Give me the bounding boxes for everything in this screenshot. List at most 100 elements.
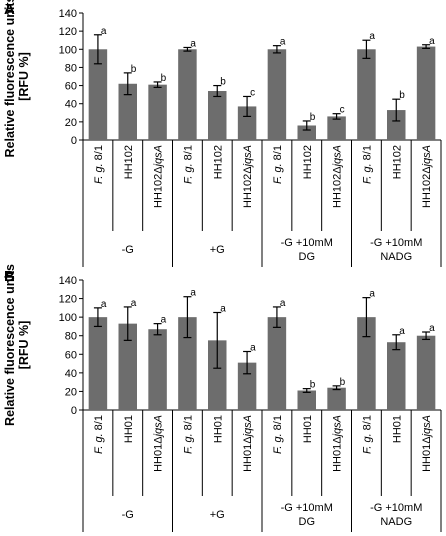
bar	[327, 387, 346, 410]
x-tick-label: HH01	[391, 415, 403, 443]
group-label: -G	[122, 244, 134, 256]
significance-letter: a	[220, 304, 226, 315]
x-tick-label: HH102ΔjqsA	[242, 145, 254, 208]
group-label: NADG	[380, 516, 412, 528]
x-tick-label: HH102	[302, 145, 314, 179]
bar	[208, 340, 227, 410]
x-tick-label: F. g. 8/1	[182, 145, 194, 184]
y-tick-label: 0	[71, 135, 77, 147]
bar	[416, 46, 436, 140]
group-label: +G	[210, 244, 225, 256]
bar	[208, 91, 227, 140]
significance-letter: a	[429, 36, 435, 47]
group-label: -G +10mM	[370, 237, 422, 249]
bar	[357, 49, 376, 140]
y-tick-label: 100	[59, 44, 77, 56]
significance-letter: a	[190, 38, 196, 49]
group-label: +G	[210, 509, 225, 521]
y-axis-title: Relative fluorescence units	[3, 0, 17, 157]
x-tick-label: HH102ΔjqsA	[153, 145, 165, 208]
bar	[416, 335, 436, 410]
significance-letter: a	[369, 31, 375, 42]
y-tick-label: 120	[59, 26, 77, 38]
x-tick-label: HH01	[212, 415, 224, 443]
significance-letter: a	[280, 37, 286, 48]
y-tick-label: 120	[59, 294, 77, 306]
group-label: NADG	[380, 251, 412, 263]
bar	[237, 106, 257, 140]
significance-letter: a	[190, 288, 196, 299]
significance-letter: b	[161, 73, 167, 84]
x-tick-label: HH01ΔjqsA	[332, 415, 344, 472]
bar	[387, 342, 406, 410]
x-tick-label: F. g. 8/1	[182, 415, 194, 454]
panel-label: A	[4, 1, 15, 18]
significance-letter: b	[399, 90, 405, 101]
y-tick-label: 60	[65, 349, 77, 361]
significance-letter: a	[161, 315, 167, 326]
y-tick-label: 140	[59, 8, 77, 20]
significance-letter: b	[131, 64, 137, 75]
x-tick-label: F. g. 8/1	[93, 415, 105, 454]
x-tick-label: HH102	[212, 145, 224, 179]
significance-letter: a	[131, 298, 137, 309]
group-label: -G +10mM	[281, 237, 333, 249]
significance-letter: a	[280, 298, 286, 309]
y-tick-label: 20	[65, 117, 77, 129]
bar	[178, 49, 197, 140]
y-tick-label: 80	[65, 331, 77, 343]
x-tick-label: F. g. 8/1	[93, 145, 105, 184]
y-tick-label: 40	[65, 99, 77, 111]
significance-letter: b	[310, 380, 316, 391]
bar	[148, 329, 167, 410]
x-tick-label: HH102ΔjqsA	[421, 145, 433, 208]
x-tick-label: HH01	[302, 415, 314, 443]
x-tick-label: HH01	[123, 415, 135, 443]
group-label: DG	[299, 251, 316, 263]
group-label: -G	[122, 509, 134, 521]
y-tick-label: 40	[65, 368, 77, 380]
y-tick-label: 60	[65, 81, 77, 93]
y-axis-title: [RFU %]	[17, 321, 31, 370]
significance-letter: a	[399, 326, 405, 337]
significance-letter: a	[250, 343, 256, 354]
y-tick-label: 0	[71, 405, 77, 417]
x-tick-label: HH01ΔjqsA	[153, 415, 165, 472]
significance-letter: a	[429, 323, 435, 334]
bar	[357, 317, 376, 410]
bar	[88, 49, 108, 140]
x-tick-label: HH102ΔjqsA	[332, 145, 344, 208]
bar	[178, 317, 197, 410]
significance-letter: b	[220, 77, 226, 88]
bar	[297, 125, 316, 140]
panel-label: B	[4, 268, 15, 285]
bar	[267, 317, 287, 410]
significance-letter: b	[310, 112, 316, 123]
x-tick-label: HH102	[391, 145, 403, 179]
x-tick-label: HH01ΔjqsA	[242, 415, 254, 472]
bar	[387, 110, 406, 140]
significance-letter: a	[101, 299, 107, 310]
x-tick-label: F. g. 8/1	[361, 145, 373, 184]
bar	[237, 362, 257, 410]
significance-letter: a	[369, 289, 375, 300]
group-label: DG	[299, 516, 316, 528]
x-tick-label: F. g. 8/1	[361, 415, 373, 454]
significance-letter: a	[101, 26, 107, 37]
bar	[297, 390, 316, 410]
x-tick-label: F. g. 8/1	[272, 415, 284, 454]
y-axis-title: Relative fluorescence units	[3, 264, 17, 426]
bar	[148, 84, 167, 140]
bar	[88, 317, 108, 410]
x-tick-label: F. g. 8/1	[272, 145, 284, 184]
bar	[327, 116, 346, 140]
group-label: -G +10mM	[370, 502, 422, 514]
bar	[118, 323, 137, 410]
y-tick-label: 140	[59, 275, 77, 287]
y-tick-label: 100	[59, 312, 77, 324]
significance-letter: c	[250, 87, 255, 98]
bar	[118, 83, 137, 140]
